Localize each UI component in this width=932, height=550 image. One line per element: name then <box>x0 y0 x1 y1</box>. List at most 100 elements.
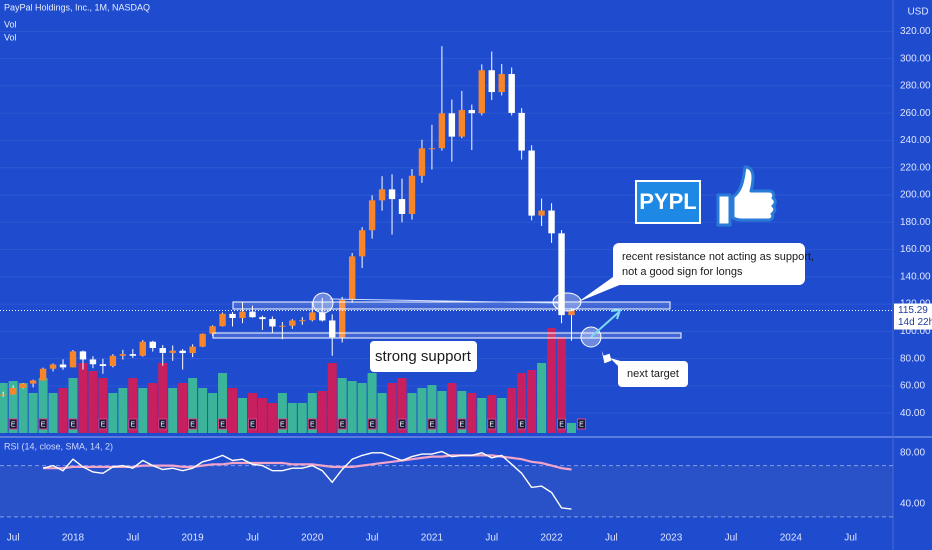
earnings-label: E <box>370 421 375 428</box>
volume-bar <box>517 373 527 433</box>
volume-bar <box>427 385 437 433</box>
volume-bar <box>457 391 467 433</box>
earnings-label: E <box>41 421 46 428</box>
callout-text: recent resistance not acting as support, <box>622 251 814 263</box>
candle-body <box>219 313 226 327</box>
candle-body <box>558 233 565 316</box>
volume-bar <box>387 383 397 433</box>
rsi-line <box>42 450 572 510</box>
ticker: PYPL <box>639 189 696 214</box>
price-axis: 40.0060.0080.00100.00120.00140.00160.001… <box>7 26 932 544</box>
volume-bar <box>557 337 567 433</box>
candle-body <box>448 113 456 137</box>
earnings-marker <box>517 418 527 430</box>
target-box <box>618 361 688 387</box>
candle-body <box>279 325 286 327</box>
x-tick-label: Jul <box>725 533 738 544</box>
candle-body <box>149 341 156 348</box>
currency: USD <box>907 7 928 18</box>
candle-body <box>39 368 47 381</box>
x-tick-label: 2020 <box>301 533 324 544</box>
earnings-label: E <box>579 421 584 428</box>
candle-body <box>548 210 555 234</box>
candle-body <box>29 380 37 384</box>
candle-body <box>199 333 206 347</box>
candle-body <box>169 350 176 353</box>
x-tick-label: 2019 <box>182 533 205 544</box>
volume-bar <box>447 383 457 433</box>
trend-line <box>329 298 561 304</box>
highlight <box>552 292 582 312</box>
volume-bar <box>88 371 98 433</box>
last-price-box <box>894 303 932 330</box>
volume-bar <box>218 373 228 433</box>
last-price: 115.29 <box>898 305 928 316</box>
candle-body <box>508 74 515 113</box>
annotations: PYPL recent resistance not acting as sup… <box>212 165 814 387</box>
earnings-marker <box>337 418 347 430</box>
arrow <box>590 311 620 338</box>
volume-bar <box>287 403 297 433</box>
candle-body <box>338 300 346 338</box>
x-tick-label: Jul <box>366 533 379 544</box>
candle-body <box>209 326 216 334</box>
earnings-marker <box>427 418 437 430</box>
candle-body <box>518 112 525 151</box>
legend-vol: Vol <box>4 32 17 42</box>
volume-bar <box>417 388 427 433</box>
volume-bar <box>537 363 547 433</box>
volume-bar <box>178 383 188 433</box>
x-tick-label: 2024 <box>780 533 803 544</box>
candle-body <box>159 348 166 353</box>
earnings-marker <box>487 418 497 430</box>
candle-body <box>568 310 575 316</box>
y-tick-label: 140.00 <box>900 271 931 282</box>
y-tick-label: 240.00 <box>900 135 931 146</box>
volume-bar <box>257 398 267 433</box>
earnings-marker <box>457 418 467 430</box>
y-tick-label: 60.00 <box>900 381 925 392</box>
volume-bar <box>467 393 477 433</box>
earnings-marker <box>128 418 138 430</box>
callout-pointer <box>578 277 622 302</box>
earnings-marker <box>277 418 287 430</box>
candle-body <box>398 199 406 214</box>
earnings-marker <box>188 418 198 430</box>
candle-body <box>59 364 67 368</box>
volume-bar <box>497 398 507 433</box>
y-tick-label: 40.00 <box>900 408 925 419</box>
earnings-marker <box>68 418 78 430</box>
candle-body <box>498 74 505 93</box>
earnings-marker <box>307 418 317 430</box>
volume-bar <box>118 388 128 433</box>
earnings-label: E <box>11 421 16 428</box>
candle-body <box>189 346 196 354</box>
x-tick-label: Jul <box>126 533 139 544</box>
legend-vol: Vol <box>4 19 17 29</box>
candle-body <box>109 355 117 366</box>
earnings-label: E <box>400 421 405 428</box>
candle-body <box>488 70 495 93</box>
support-box <box>370 341 477 372</box>
earnings-label: E <box>559 421 564 428</box>
x-tick-label: 2022 <box>540 533 563 544</box>
y-tick-label: 80.00 <box>900 353 925 364</box>
volume-bar <box>477 398 487 433</box>
candle-body <box>408 175 416 214</box>
highlight <box>312 292 334 314</box>
volume-bar <box>38 378 48 433</box>
volume-bar <box>148 383 158 433</box>
candle-body <box>129 354 137 356</box>
earnings-label: E <box>280 421 285 428</box>
volume-bar <box>487 395 497 433</box>
callout-box <box>613 243 805 285</box>
earnings-marker <box>557 418 567 430</box>
earnings-label: E <box>190 421 195 428</box>
candle-body <box>239 311 246 318</box>
volume-bar <box>158 363 168 433</box>
candle-body <box>348 256 356 300</box>
candle-body <box>89 359 97 365</box>
volume-bar <box>407 393 417 433</box>
earnings-label: E <box>489 421 494 428</box>
